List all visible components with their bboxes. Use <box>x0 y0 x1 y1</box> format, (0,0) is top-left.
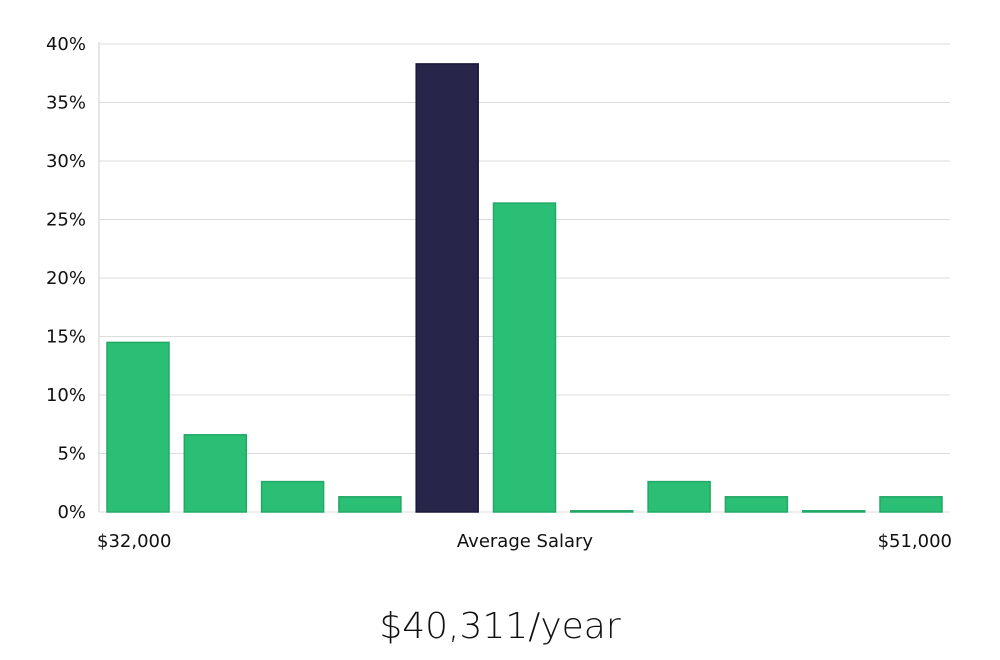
y-tick-label: 35% <box>46 93 86 114</box>
y-tick-label: 5% <box>57 444 86 465</box>
x-axis-label: Average Salary <box>457 531 594 552</box>
y-tick-label: 0% <box>57 502 86 523</box>
bar <box>724 496 789 513</box>
y-tick-label: 25% <box>46 210 86 231</box>
bars <box>106 63 943 513</box>
x-start-label: $32,000 <box>97 531 171 552</box>
average-salary-value: $40,311/year <box>379 606 621 647</box>
bar <box>106 341 170 513</box>
bar <box>183 434 248 513</box>
bar <box>260 480 325 513</box>
y-tick-label: 40% <box>46 34 86 55</box>
y-axis-ticks: 0% 5% 10% 15% 20% 25% 30% 35% 40% <box>46 34 86 523</box>
y-tick-label: 20% <box>46 268 86 289</box>
bar <box>570 510 634 513</box>
y-tick-label: 15% <box>46 327 86 348</box>
salary-histogram: 0% 5% 10% 15% 20% 25% 30% 35% 40% $32,000 Averag… <box>46 34 952 552</box>
bar <box>647 480 711 513</box>
bar <box>879 496 943 513</box>
bar <box>338 496 402 513</box>
bar-average-salary <box>415 63 479 513</box>
bar <box>492 202 557 513</box>
bar <box>801 510 866 513</box>
y-tick-label: 30% <box>46 151 86 172</box>
y-tick-label: 10% <box>46 385 86 406</box>
x-end-label: $51,000 <box>878 531 952 552</box>
